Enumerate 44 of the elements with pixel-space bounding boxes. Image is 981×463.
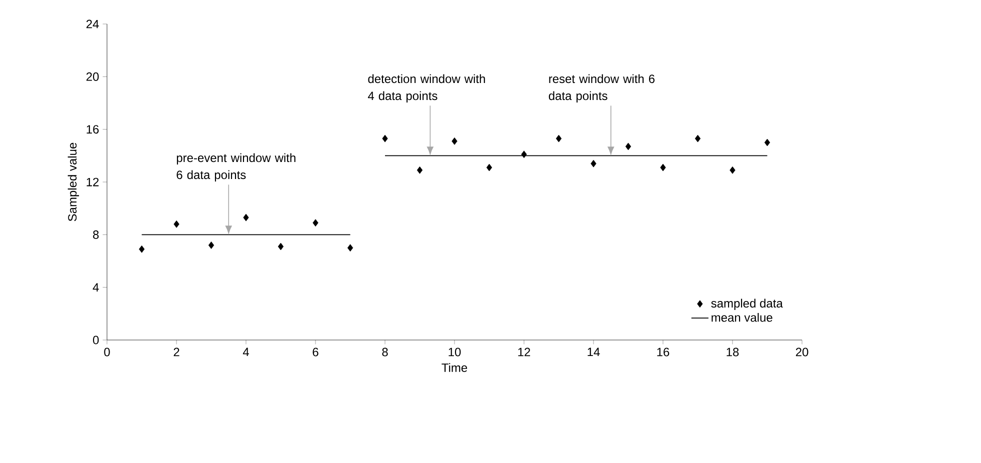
x-tick-label: 6 xyxy=(312,348,318,356)
y-tick-label: 20 xyxy=(86,72,99,81)
x-tick-label: 0 xyxy=(104,348,110,356)
point xyxy=(312,219,318,227)
y-tick-label: 24 xyxy=(86,20,99,28)
point xyxy=(138,245,145,253)
point xyxy=(382,134,388,142)
x-tick-label: 2 xyxy=(174,348,180,356)
annotation: reset window with 6 data points xyxy=(548,74,655,102)
annotation: pre-event window with 6 data points xyxy=(176,153,296,182)
x-tick-label: 8 xyxy=(382,348,388,356)
y-tick-label: 8 xyxy=(93,230,99,239)
point xyxy=(730,166,736,174)
point xyxy=(660,164,666,172)
y-tick-label: 4 xyxy=(92,283,99,292)
point xyxy=(521,150,527,158)
x-tick-label: 20 xyxy=(796,348,808,356)
x-tick-label: 18 xyxy=(726,348,739,356)
point xyxy=(347,244,354,252)
point xyxy=(590,160,596,168)
y-tick-label: 16 xyxy=(86,125,99,134)
point xyxy=(174,220,180,228)
x-tick-label: 14 xyxy=(588,348,600,356)
point xyxy=(764,138,770,146)
x-tick-label: 16 xyxy=(657,348,670,356)
x-tick-label: 12 xyxy=(518,348,530,356)
y-tick-label: 12 xyxy=(86,178,99,186)
y-tick-label: 0 xyxy=(92,336,99,344)
point xyxy=(208,242,214,249)
legend-label: sampled data xyxy=(711,298,783,310)
y-axis-title: Sampled value xyxy=(68,142,79,222)
point xyxy=(694,134,701,142)
x-tick-label: 10 xyxy=(448,348,461,356)
point xyxy=(278,242,284,250)
point xyxy=(625,142,632,150)
annotation: detection window with 4 data points xyxy=(368,74,485,102)
point xyxy=(416,166,423,174)
point xyxy=(556,134,562,142)
point xyxy=(243,214,249,222)
x-tick-label: 4 xyxy=(242,348,249,356)
point xyxy=(452,137,458,145)
legend-label: mean value xyxy=(712,312,772,322)
point xyxy=(486,164,492,172)
x-axis-title: Time xyxy=(442,363,468,372)
